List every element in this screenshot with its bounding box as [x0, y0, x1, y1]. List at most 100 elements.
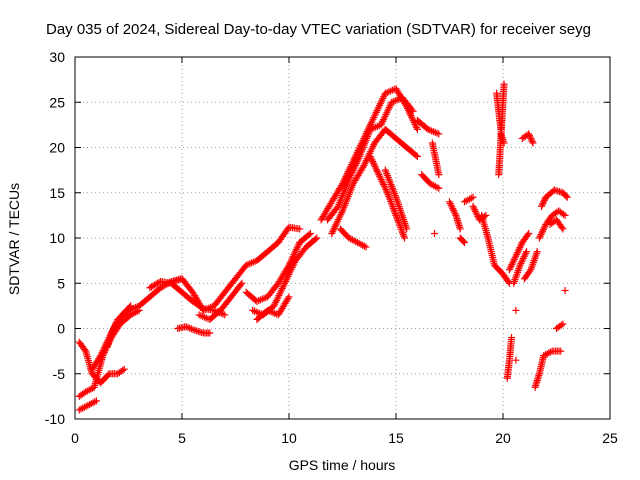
data-point [525, 131, 533, 139]
data-point [517, 259, 525, 267]
data-point [186, 324, 194, 332]
data-point [91, 398, 99, 406]
data-point [539, 227, 547, 235]
data-point [413, 153, 421, 161]
data-point [510, 255, 518, 263]
data-point [412, 151, 420, 159]
y-tick-label: 5 [57, 275, 65, 291]
data-point [311, 235, 319, 243]
data-point [516, 244, 524, 252]
data-point [378, 177, 386, 185]
data-point [408, 106, 416, 114]
y-tick-label: 0 [57, 321, 65, 337]
data-point [450, 208, 458, 216]
data-point [451, 210, 459, 218]
chart-title: Day 035 of 2024, Sidereal Day-to-day VTE… [46, 21, 591, 38]
x-tick-label: 0 [71, 430, 79, 446]
data-point [435, 171, 443, 179]
series-arc-37 [520, 248, 541, 283]
data-point [383, 187, 391, 195]
y-tick-label: -10 [45, 411, 65, 427]
series-arc-10 [242, 229, 314, 305]
y-tick-label: 25 [49, 94, 65, 110]
data-point [515, 245, 523, 253]
series-arc-43 [561, 286, 569, 294]
data-point [376, 174, 384, 182]
data-point [374, 169, 382, 177]
data-points [75, 80, 571, 414]
data-point [526, 133, 534, 141]
data-point [375, 171, 383, 179]
data-point [513, 250, 521, 258]
series-arc-40 [538, 186, 571, 210]
data-point [238, 279, 246, 287]
series-arc-16 [336, 225, 370, 251]
y-tick-label: 20 [49, 140, 65, 156]
data-point [523, 248, 531, 256]
data-point [528, 137, 536, 145]
data-point [448, 203, 456, 211]
y-tick-label: -5 [53, 366, 66, 382]
series-arc-19 [413, 116, 443, 138]
data-point [506, 264, 514, 272]
data-point [505, 266, 513, 274]
data-point [187, 325, 195, 333]
series-arc-17 [366, 153, 409, 242]
series-arc-27 [478, 211, 513, 287]
data-point [559, 225, 567, 233]
data-point [119, 366, 127, 374]
series-arc-8 [174, 323, 214, 337]
series-arc-20 [418, 171, 443, 192]
series-arc-5 [103, 302, 135, 351]
data-point [529, 139, 537, 147]
data-point [184, 323, 192, 331]
data-point [371, 162, 379, 170]
grid-lines [75, 57, 610, 419]
x-axis-label: GPS time / hours [289, 457, 396, 473]
data-point [519, 254, 527, 262]
data-point [557, 347, 565, 355]
data-point [377, 176, 385, 184]
data-point [98, 348, 106, 356]
data-point [509, 257, 517, 265]
data-point [189, 326, 197, 334]
data-point [516, 261, 524, 269]
data-point [500, 139, 508, 147]
data-point [460, 239, 468, 247]
data-point [379, 179, 387, 187]
y-axis-label: SDTVAR / TECUs [6, 183, 22, 295]
data-point [467, 194, 475, 202]
data-point [539, 199, 547, 207]
data-point [120, 365, 128, 373]
data-point [563, 193, 571, 201]
data-point [508, 334, 516, 342]
data-point [519, 256, 527, 264]
data-point [313, 234, 321, 242]
data-point [547, 348, 555, 356]
data-point [562, 192, 570, 200]
data-point [538, 229, 546, 237]
series-arc-13 [317, 85, 421, 224]
series-arc-25 [460, 193, 477, 206]
series-arc-12 [253, 293, 293, 323]
data-point [81, 346, 89, 354]
data-point [380, 182, 388, 190]
x-tick-label: 15 [388, 430, 404, 446]
data-point [538, 201, 546, 209]
data-point [508, 261, 516, 269]
data-point [362, 243, 370, 251]
x-tick-label: 25 [602, 430, 618, 446]
data-point [381, 184, 389, 192]
data-point [559, 210, 567, 218]
y-tick-label: 10 [49, 230, 65, 246]
series-arc-23 [446, 198, 464, 233]
data-point [125, 303, 133, 311]
data-point [512, 252, 520, 260]
data-point [368, 156, 376, 164]
series-arc-30 [497, 130, 508, 147]
series-arc-26 [469, 202, 490, 224]
data-point [527, 134, 535, 142]
data-point [528, 136, 536, 144]
data-point [370, 161, 378, 169]
